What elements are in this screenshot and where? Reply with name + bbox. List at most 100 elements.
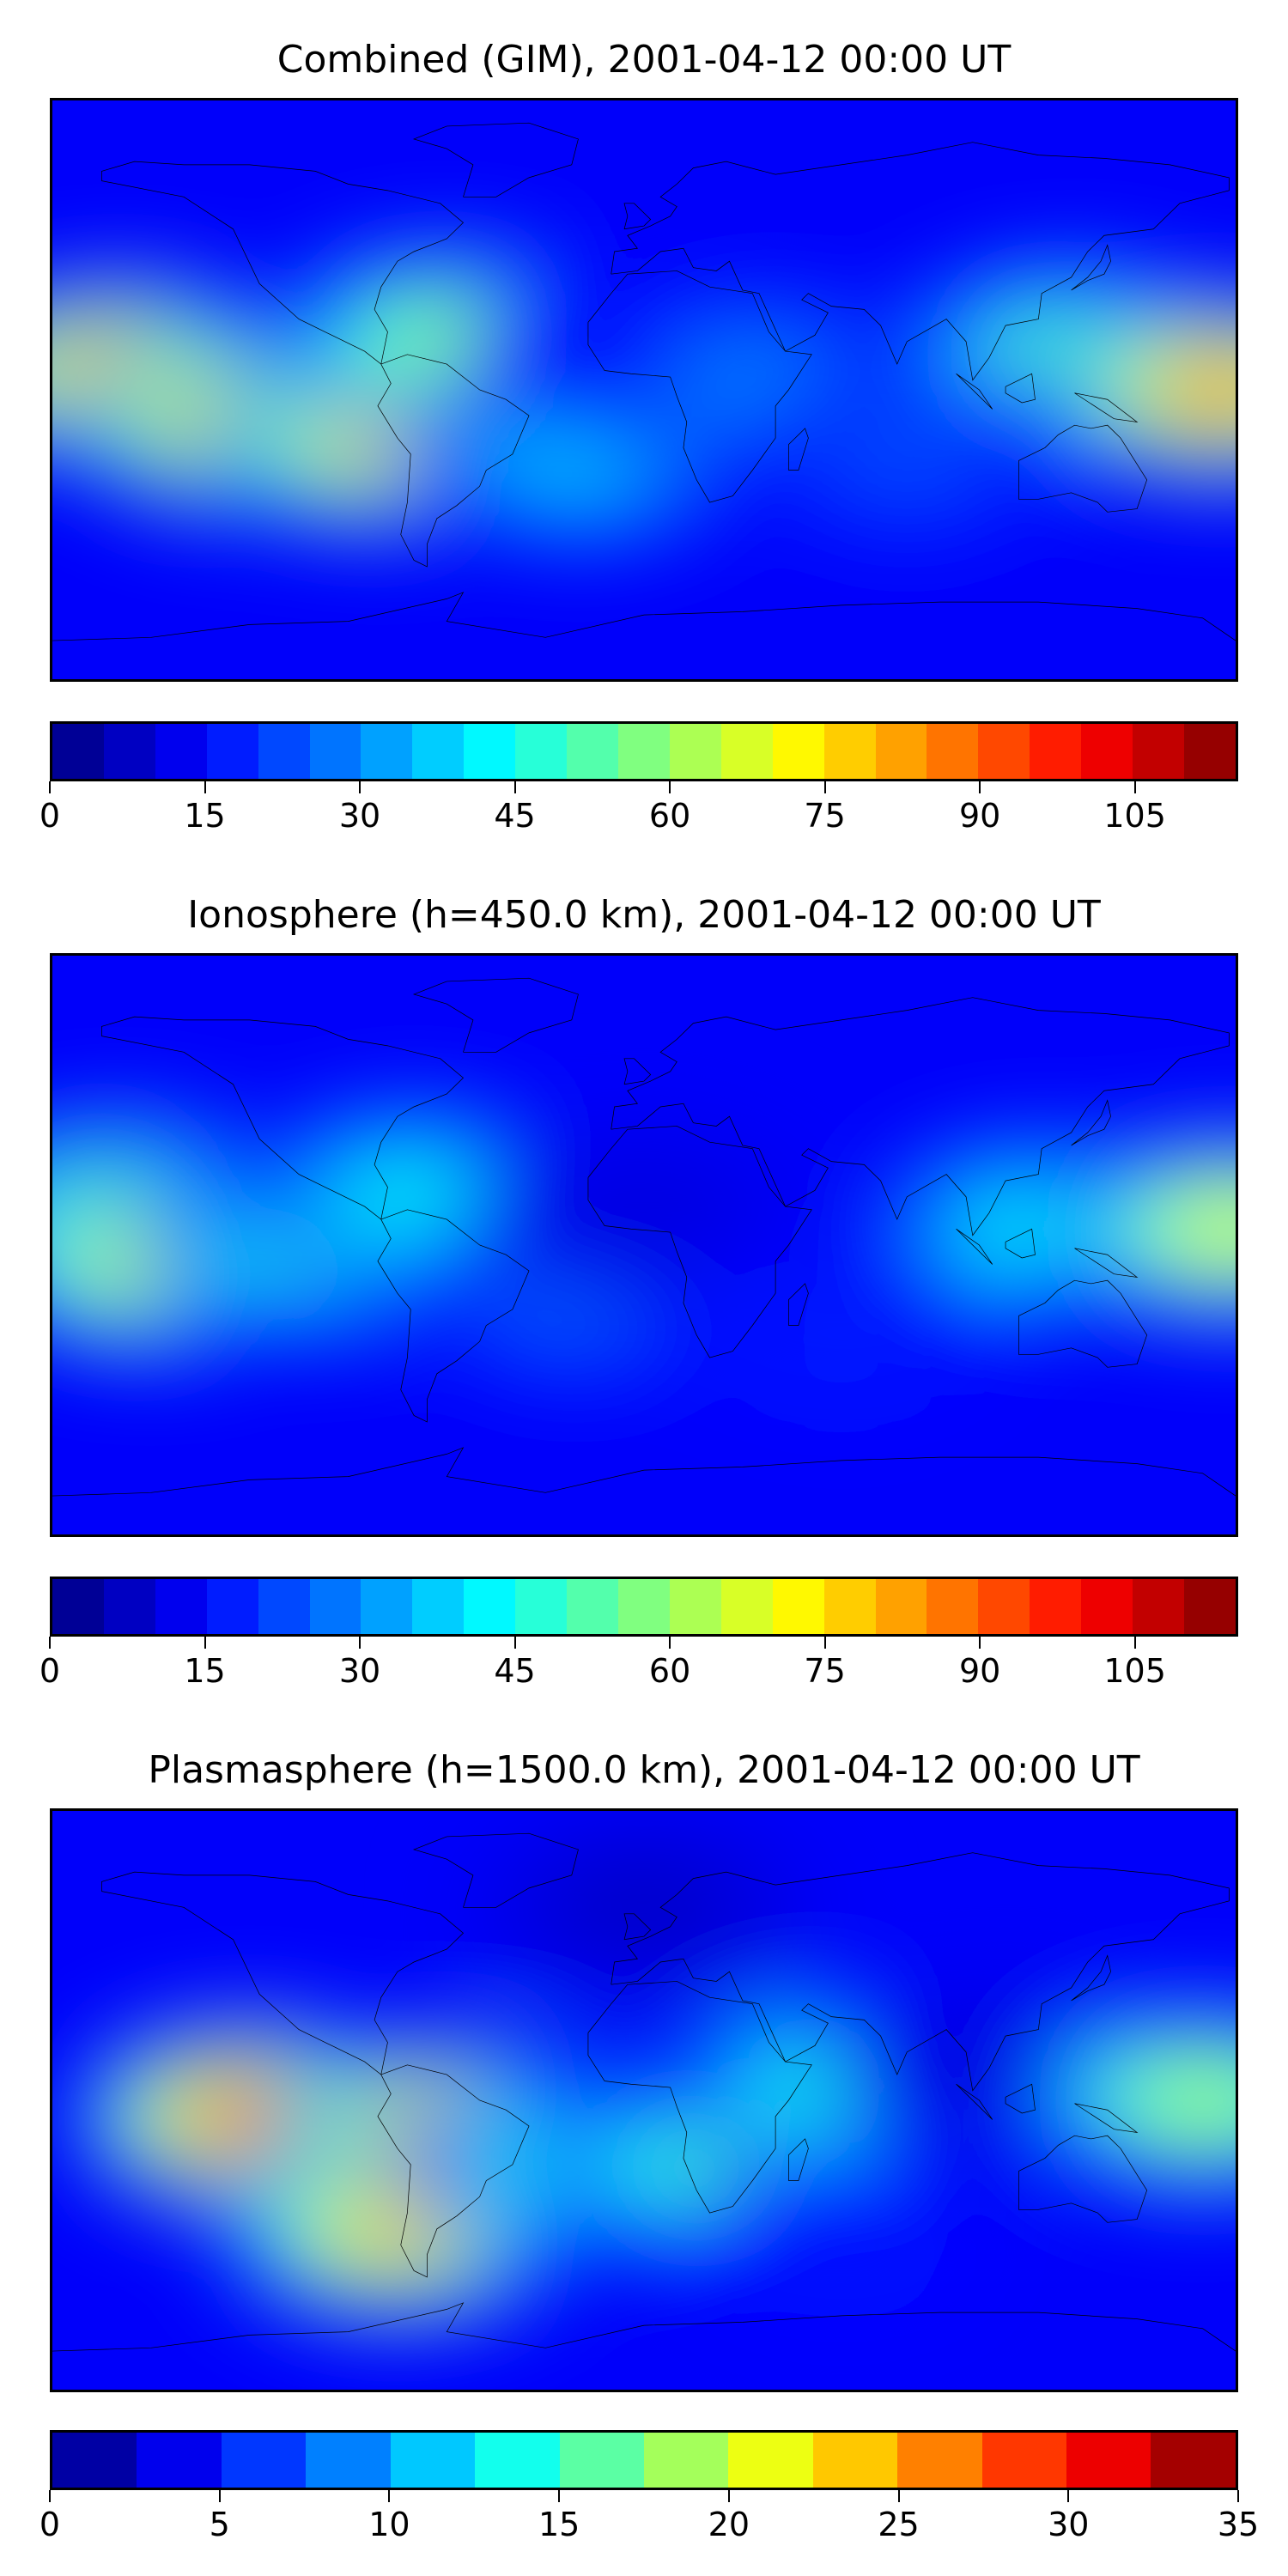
field-contour bbox=[1171, 1196, 1236, 1261]
field-contour bbox=[586, 1181, 702, 1245]
panel-title-plasmasphere: Plasmasphere (h=1500.0 km), 2001-04-12 0… bbox=[148, 1748, 1140, 1792]
colorbar-segment bbox=[306, 2433, 391, 2488]
tick-mark bbox=[823, 1637, 826, 1649]
tick-label: 60 bbox=[648, 797, 691, 835]
tick-mark bbox=[218, 2490, 221, 2502]
coastline bbox=[624, 1914, 651, 1940]
coastline bbox=[101, 1872, 463, 2075]
coastline bbox=[414, 1833, 578, 1907]
coastline bbox=[1005, 2084, 1035, 2113]
tick-label: 15 bbox=[184, 797, 226, 835]
tick-label: 10 bbox=[368, 2506, 410, 2543]
colorbar-segment bbox=[981, 2433, 1067, 2488]
colorbar-segment bbox=[155, 1579, 207, 1634]
coastline bbox=[588, 1981, 811, 2213]
colorbar-segment bbox=[1081, 1579, 1133, 1634]
coastline bbox=[378, 1210, 529, 1422]
colorbar-segment bbox=[1133, 724, 1184, 779]
colorbar-segment bbox=[823, 724, 876, 779]
colorbar-ionosphere bbox=[50, 1577, 1238, 1637]
colorbar-segment bbox=[617, 1579, 670, 1634]
colorbar-ticks-ionosphere: 0 15 30 45 60 75 90 105 bbox=[39, 1637, 1238, 1697]
coastline bbox=[52, 592, 1236, 641]
coastline bbox=[414, 123, 578, 197]
tick-mark bbox=[727, 2490, 730, 2502]
tick-label: 25 bbox=[878, 2506, 920, 2543]
colorbar-segment bbox=[1183, 724, 1236, 779]
tick-mark bbox=[1067, 2490, 1070, 2502]
colorbar-segment bbox=[567, 724, 618, 779]
coastline bbox=[1018, 425, 1146, 512]
tick-mark bbox=[979, 1637, 981, 1649]
map-canvas-ionosphere bbox=[52, 956, 1236, 1534]
tick-label: 35 bbox=[1217, 2506, 1260, 2543]
tick-label: 75 bbox=[804, 797, 846, 835]
coastline bbox=[52, 1448, 1236, 1496]
tick-mark bbox=[1237, 2490, 1239, 2502]
tick-label: 90 bbox=[958, 797, 1001, 835]
tick-label: 75 bbox=[804, 1652, 846, 1690]
tick-mark bbox=[359, 781, 361, 793]
coastline bbox=[788, 428, 808, 471]
coastline bbox=[957, 1229, 993, 1264]
colorbar-segment bbox=[823, 1579, 876, 1634]
colorbar-segment bbox=[103, 1579, 155, 1634]
colorbar-segment bbox=[515, 1579, 568, 1634]
tick-mark bbox=[49, 1637, 51, 1649]
field-layer bbox=[69, 1811, 1236, 2358]
colorbar-segment bbox=[617, 724, 670, 779]
colorbar-segment bbox=[643, 2433, 729, 2488]
coastline bbox=[52, 2303, 1236, 2351]
coastline bbox=[588, 270, 811, 502]
map-canvas-plasmasphere bbox=[52, 1811, 1236, 2390]
tick-label: 60 bbox=[648, 1652, 691, 1690]
coastline bbox=[588, 1126, 811, 1358]
map-canvas-combined bbox=[52, 100, 1236, 679]
tick-mark bbox=[558, 2490, 561, 2502]
tick-mark bbox=[513, 1637, 516, 1649]
colorbar-segment bbox=[464, 724, 516, 779]
colorbar-segment bbox=[1151, 2433, 1236, 2488]
tick-mark bbox=[1133, 1637, 1136, 1649]
colorbar-segment bbox=[567, 1579, 618, 1634]
tick-mark bbox=[979, 781, 981, 793]
colorbar-ticks-combined: 0 15 30 45 60 75 90 105 bbox=[39, 781, 1238, 841]
colorbar-segment bbox=[412, 1579, 465, 1634]
tick-label: 15 bbox=[538, 2506, 580, 2543]
tick-mark bbox=[669, 1637, 671, 1649]
colorbar-segment bbox=[206, 1579, 258, 1634]
colorbar-segment bbox=[728, 2433, 813, 2488]
colorbar-segment bbox=[1081, 724, 1133, 779]
field-layer bbox=[52, 245, 1236, 551]
colorbar-segment bbox=[137, 2433, 222, 2488]
colorbar-segment bbox=[309, 724, 361, 779]
coastline bbox=[1018, 1280, 1146, 1367]
field-contour bbox=[356, 1164, 472, 1230]
colorbar-segment bbox=[52, 1579, 104, 1634]
coastline bbox=[1074, 2104, 1137, 2133]
coastline bbox=[1072, 1101, 1111, 1145]
colorbar-segment bbox=[221, 2433, 307, 2488]
colorbar-segment bbox=[258, 1579, 310, 1634]
colorbar-segment bbox=[475, 2433, 560, 2488]
tick-mark bbox=[897, 2490, 900, 2502]
tick-mark bbox=[823, 781, 826, 793]
field-layer bbox=[52, 1100, 1236, 1438]
tick-mark bbox=[204, 1637, 206, 1649]
colorbar-segment bbox=[897, 2433, 982, 2488]
colorbar-segment bbox=[927, 1579, 979, 1634]
coastlines bbox=[52, 1833, 1236, 2351]
colorbar-segment bbox=[772, 1579, 824, 1634]
panel-title-ionosphere: Ionosphere (h=450.0 km), 2001-04-12 00:0… bbox=[187, 893, 1101, 937]
tick-mark bbox=[49, 781, 51, 793]
tick-label: 105 bbox=[1103, 1652, 1166, 1690]
field-contour bbox=[783, 2228, 899, 2293]
colorbar-segment bbox=[812, 2433, 898, 2488]
colorbar-segment bbox=[155, 724, 207, 779]
coastline bbox=[1005, 1229, 1035, 1258]
coastline bbox=[101, 161, 463, 364]
colorbar-segment bbox=[1183, 1579, 1236, 1634]
colorbar-segment bbox=[52, 724, 104, 779]
colorbar-segment bbox=[1030, 1579, 1082, 1634]
coastline bbox=[1072, 1956, 1111, 2001]
